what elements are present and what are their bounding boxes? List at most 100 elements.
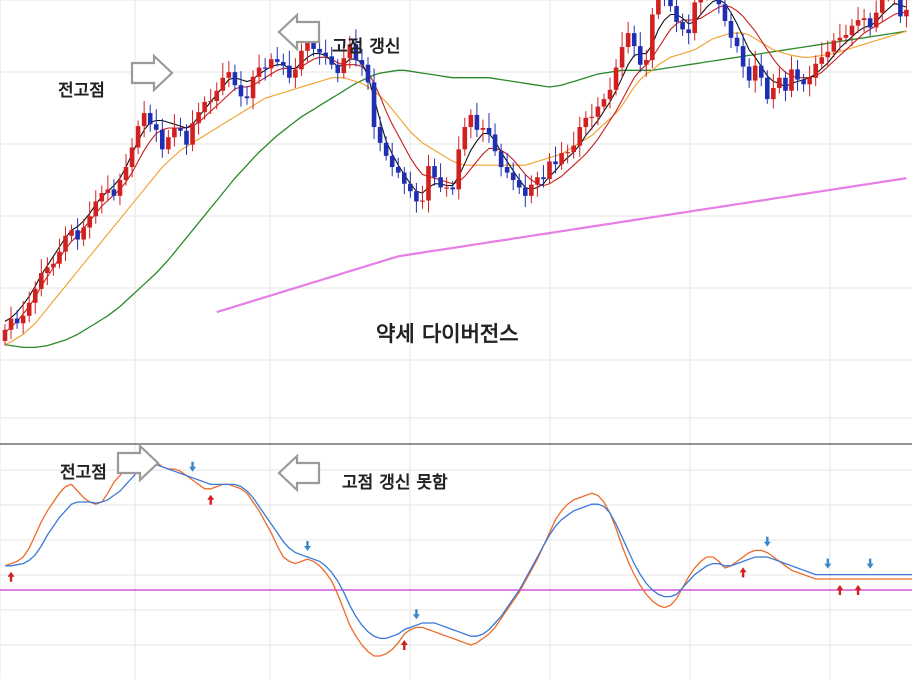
candle	[631, 25, 637, 58]
candle	[287, 50, 292, 84]
candle	[63, 226, 68, 261]
moving-average-orange	[4, 30, 907, 346]
candle	[190, 110, 195, 152]
candle	[123, 154, 129, 186]
candle	[75, 218, 80, 250]
candle	[498, 143, 504, 177]
sell-signal-arrow	[304, 541, 311, 551]
candle	[650, 7, 655, 69]
candle	[389, 142, 395, 177]
buy-signal-arrow	[739, 567, 747, 578]
candle	[184, 124, 189, 155]
annotation-arrows	[116, 12, 321, 493]
candle	[347, 35, 353, 69]
candle	[819, 42, 825, 69]
candle	[450, 180, 455, 195]
candle	[795, 60, 800, 91]
candle	[353, 29, 359, 67]
candle	[456, 136, 462, 200]
candle	[432, 158, 437, 186]
moving-average-short	[4, 0, 907, 322]
candle	[607, 77, 613, 109]
candle	[69, 224, 74, 242]
candle	[571, 131, 576, 159]
candle	[746, 58, 752, 88]
buy-signal-arrow	[7, 571, 15, 582]
annotation-bearish-divergence: 약세 다이버전스	[376, 322, 519, 346]
candle	[395, 157, 401, 179]
candle	[250, 70, 256, 110]
candle	[849, 19, 855, 47]
candle	[613, 59, 619, 96]
candle	[831, 33, 837, 58]
candle	[663, 0, 665, 7]
candle	[202, 96, 207, 120]
candle	[752, 50, 758, 93]
candle	[510, 162, 516, 191]
candle	[777, 67, 782, 94]
candle	[504, 153, 510, 179]
candle	[444, 177, 449, 197]
candle	[262, 58, 268, 81]
candle	[541, 165, 546, 188]
candle	[160, 118, 165, 158]
candle	[668, 0, 673, 12]
candle	[692, 0, 697, 41]
candle	[220, 62, 226, 96]
candle	[898, 0, 903, 23]
oscillator-line-slow	[5, 463, 912, 640]
candle	[166, 129, 171, 154]
candle	[656, 0, 661, 20]
candle	[674, 0, 679, 33]
candle	[244, 86, 250, 105]
sell-signal-arrow	[412, 609, 420, 620]
candle	[178, 117, 183, 137]
buy-signal-arrow	[400, 640, 408, 650]
candle	[281, 53, 286, 75]
candle	[873, 0, 879, 33]
candle	[8, 306, 14, 340]
candle	[867, 12, 873, 36]
candle	[559, 141, 564, 170]
candle	[238, 71, 244, 107]
candle	[45, 257, 50, 286]
candle	[39, 259, 44, 297]
candle	[14, 310, 20, 329]
candle	[680, 13, 685, 36]
candle	[87, 201, 92, 239]
candle	[105, 175, 111, 202]
candle	[765, 70, 770, 104]
candle	[492, 123, 498, 156]
candle	[468, 109, 474, 139]
candle	[583, 111, 589, 135]
candle	[323, 39, 328, 65]
candle	[32, 281, 38, 314]
candle	[341, 46, 347, 79]
candle	[855, 7, 861, 34]
candle	[716, 0, 722, 14]
candle	[734, 32, 740, 53]
candle	[335, 59, 341, 83]
buy-signal-arrow	[836, 585, 844, 595]
candle	[117, 173, 123, 206]
annotation-prior-high: 전고점	[58, 81, 105, 101]
annotation-osc-prior-high: 전고점	[60, 463, 107, 483]
candle	[172, 114, 177, 147]
candle	[698, 0, 704, 15]
candle	[625, 21, 631, 54]
candle	[577, 116, 583, 157]
candle	[51, 257, 56, 276]
candle	[93, 190, 99, 224]
candle	[789, 56, 794, 98]
moving-average-violet	[216, 177, 907, 314]
candle	[317, 42, 322, 65]
candle	[529, 175, 534, 204]
candle	[547, 153, 552, 184]
left-arrow-icon	[277, 453, 321, 493]
candle	[893, 0, 895, 6]
candle	[565, 144, 570, 164]
candle	[359, 48, 365, 76]
candle	[226, 61, 232, 88]
